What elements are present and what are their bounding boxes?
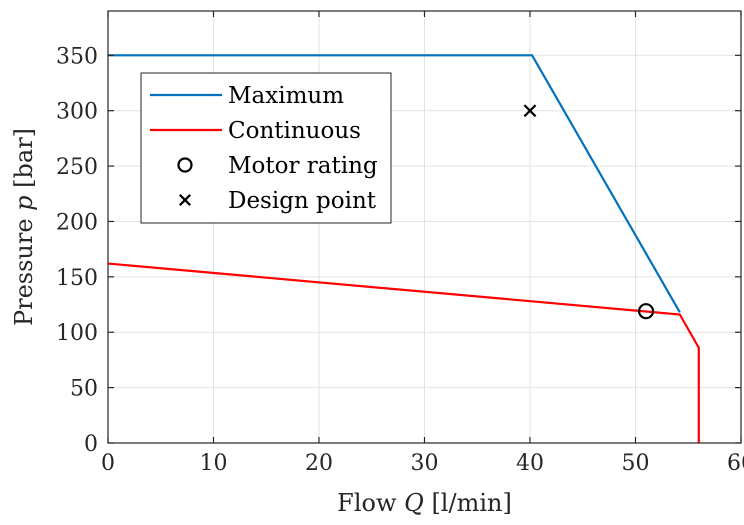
y-tick-label: 150	[56, 266, 98, 291]
series-line-continuous	[107, 262, 700, 443]
series-line-maximum	[108, 54, 681, 313]
data-point-design-point	[523, 104, 537, 118]
y-tick-label: 50	[70, 377, 98, 402]
legend-label-design-point: Design point	[228, 188, 377, 214]
x-tick-label: 60	[727, 451, 744, 476]
y-tick-label: 200	[56, 210, 98, 235]
y-tick-label: 250	[56, 155, 98, 180]
legend-label-motor-rating: Motor rating	[228, 153, 378, 179]
y-tick-label: 300	[56, 100, 98, 125]
x-tick-label: 50	[622, 451, 650, 476]
plot-series	[107, 54, 700, 443]
x-axis-label: Flow Q [l/min]	[337, 489, 512, 517]
legend-label-maximum: Maximum	[228, 83, 344, 109]
data-point-motor-rating	[637, 303, 655, 320]
axis-ticks: 0 10 20 30 40 50 60 0 50 100 150 200 250 300 350	[56, 11, 744, 476]
y-axis-label: Pressure p [bar]	[10, 128, 38, 326]
legend-swatch-motor-rating	[177, 157, 193, 173]
legend: Maximum Continuous Motor rating Design poin…	[140, 72, 392, 224]
x-tick-label: 0	[101, 451, 115, 476]
x-tick-label: 30	[411, 451, 439, 476]
legend-label-continuous: Continuous	[228, 118, 361, 144]
x-tick-label: 20	[305, 451, 333, 476]
y-tick-label: 100	[56, 321, 98, 346]
x-tick-label: 10	[200, 451, 228, 476]
legend-swatch-design-point	[179, 194, 191, 206]
y-tick-label: 350	[56, 44, 98, 69]
y-tick-label: 0	[84, 432, 98, 457]
x-tick-label: 40	[516, 451, 544, 476]
